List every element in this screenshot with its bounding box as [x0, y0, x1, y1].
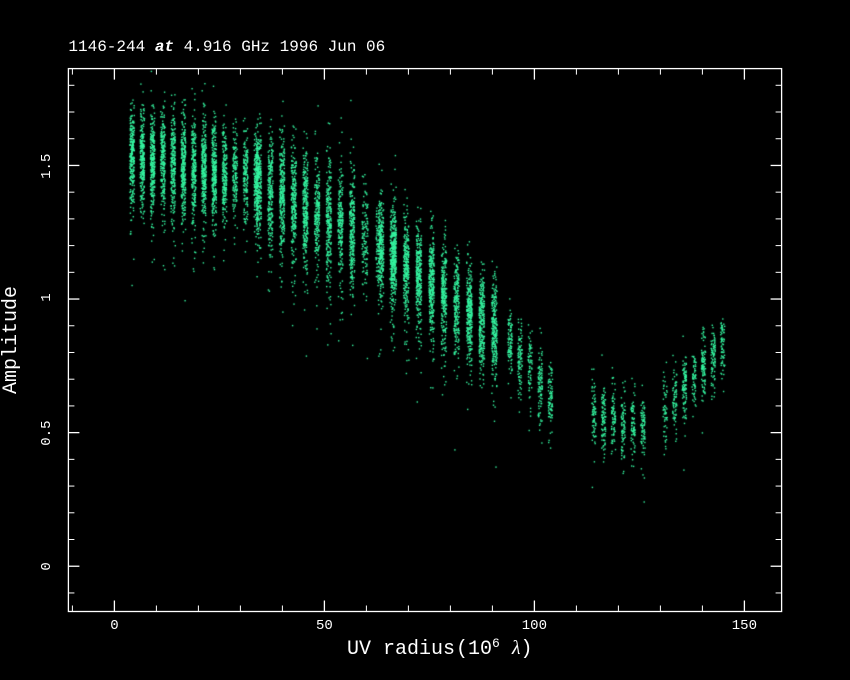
svg-text:0.5: 0.5 [39, 420, 55, 445]
svg-text:UV radius: UV radius [347, 638, 455, 661]
svg-text:100: 100 [522, 618, 547, 634]
svg-text:(106 λ): (106 λ) [456, 636, 533, 661]
svg-text:150: 150 [732, 618, 757, 634]
svg-text:50: 50 [316, 618, 333, 634]
svg-text:1.5: 1.5 [39, 154, 55, 179]
svg-text:Amplitude: Amplitude [0, 286, 23, 394]
svg-text:1: 1 [39, 293, 55, 301]
svg-text:1146-244 at 4.916 GHz 1996 Jun: 1146-244 at 4.916 GHz 1996 Jun 06 [68, 38, 385, 56]
svg-text:0: 0 [110, 618, 118, 634]
svg-text:0: 0 [39, 562, 55, 570]
